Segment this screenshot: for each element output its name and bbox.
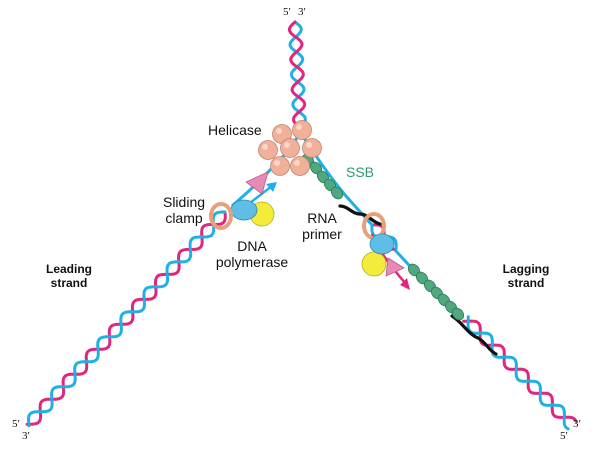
helicase-highlight: [296, 124, 302, 130]
strand-end-top-3prime: 3′: [298, 6, 306, 18]
helicase-highlight: [274, 160, 280, 166]
parental-duplex: [287, 20, 307, 134]
helicase-label: Helicase: [208, 122, 262, 138]
leading-duplex: [25, 210, 227, 428]
helicase-highlight: [294, 160, 300, 166]
polymerase-blue-domain: [230, 199, 258, 221]
ssb-protein: [330, 186, 344, 200]
helicase-highlight: [306, 142, 312, 148]
parental-duplex-strand-b: [288, 20, 307, 134]
lagging-strand-polymerase: [361, 212, 405, 277]
helicase-highlight: [284, 142, 290, 148]
helicase-subunit: [292, 120, 312, 140]
leading-strand-label-line1: Leading: [45, 262, 92, 276]
leading-new-strand-arrowhead: [266, 182, 277, 192]
helicase-subunit: [270, 156, 290, 176]
strand-end-right-5prime: 5′: [560, 430, 568, 442]
rna-primer-label: RNA primer: [294, 210, 350, 242]
helicase-subunit: [290, 156, 310, 176]
helicase-highlight: [276, 128, 282, 134]
helicase: [258, 120, 322, 176]
lagging-polymerase-blue-domain: [369, 233, 395, 255]
leading-duplex-strand-b: [25, 210, 227, 426]
lagging-polymerase-pink-domain: [385, 257, 405, 277]
dna-polymerase-label-line1: DNA: [237, 238, 267, 254]
parental-duplex-strand-a: [287, 20, 307, 134]
dna-polymerase-label: DNA polymerase: [210, 238, 294, 270]
polymerase-pink-domain: [245, 171, 269, 195]
leading-strand-label-line2: strand: [50, 276, 88, 290]
rna-primer-lower: [450, 314, 498, 356]
rna-primer-upper: [338, 204, 382, 226]
lagging-duplex-lower-strand-a: [466, 315, 570, 431]
rna-primer-label-line1: RNA: [307, 210, 337, 226]
lagging-polymerase-yellow-domain: [361, 251, 387, 277]
leading-strand-label: Leading strand: [38, 262, 100, 290]
lagging-strand-label: Lagging strand: [496, 262, 556, 290]
strand-end-top-5prime: 5′: [283, 6, 291, 18]
lagging-duplex-lower: [462, 315, 578, 431]
leading-strand-polymerase: [209, 171, 275, 230]
sliding-clamp-label-line2: clamp: [165, 210, 203, 226]
ssb-proteins: [301, 153, 465, 321]
helicase-subunit: [258, 140, 278, 160]
strand-end-left-3prime: 3′: [22, 430, 30, 442]
rna-primer-label-line2: primer: [302, 226, 342, 242]
ssb-label: SSB: [346, 164, 375, 180]
ssb-protein: [451, 307, 465, 321]
leading-duplex-strand-a: [26, 210, 227, 428]
sliding-clamp-label: Sliding clamp: [158, 194, 210, 226]
helicase-highlight: [262, 144, 268, 150]
strand-end-left-5prime: 5′: [12, 418, 20, 430]
lagging-strand-label-line1: Lagging: [502, 262, 550, 276]
lagging-new-strand-arrowhead: [400, 278, 410, 290]
strand-end-right-3prime: 3′: [573, 418, 581, 430]
lagging-strand-label-line2: strand: [507, 276, 545, 290]
sliding-clamp-ring: [209, 202, 233, 230]
dna-polymerase-label-line2: polymerase: [215, 254, 289, 270]
helicase-subunit: [280, 138, 300, 158]
helicase-subunit: [302, 138, 322, 158]
sliding-clamp-label-line1: Sliding: [162, 194, 206, 210]
